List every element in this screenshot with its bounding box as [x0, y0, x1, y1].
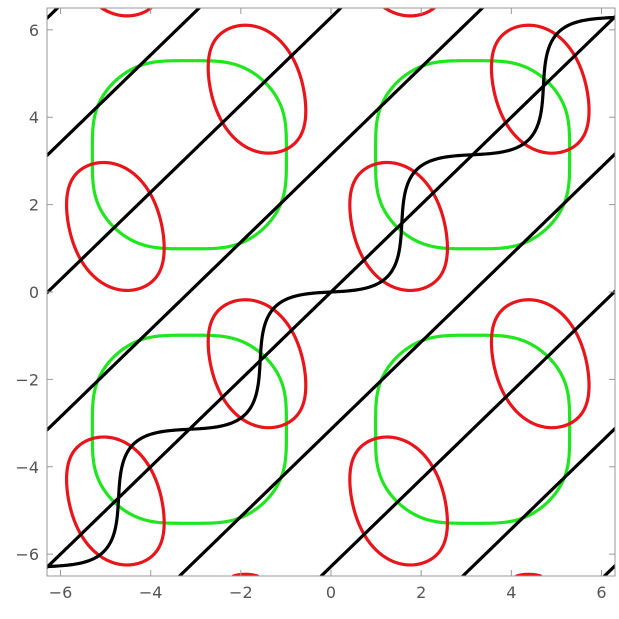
- x-tick-label: −4: [139, 583, 163, 602]
- y-tick-label: 4: [29, 108, 39, 127]
- x-tick-label: 2: [416, 583, 426, 602]
- y-tick-label: −4: [15, 458, 39, 477]
- y-tick-label: 2: [29, 196, 39, 215]
- ticks-layer: −6 −4 −2 0 2 4 6 6 4 2 0 −2 −4 −6: [15, 8, 615, 602]
- x-tick-label: −2: [229, 583, 253, 602]
- x-tick-label: 0: [326, 583, 336, 602]
- y-tick-label: 0: [29, 283, 39, 302]
- curves-layer: [47, 8, 615, 576]
- y-tick-label: −6: [15, 545, 39, 564]
- red-curve: [64, 8, 591, 576]
- x-tick-label: −6: [49, 583, 73, 602]
- black-curve-a: [47, 8, 615, 576]
- y-tick-label: 6: [29, 21, 39, 40]
- green-curve: [90, 59, 572, 525]
- black-curve-b: [47, 15, 615, 569]
- x-tick-label: 6: [596, 583, 606, 602]
- y-tick-label: −2: [15, 370, 39, 389]
- x-tick-label: 4: [506, 583, 516, 602]
